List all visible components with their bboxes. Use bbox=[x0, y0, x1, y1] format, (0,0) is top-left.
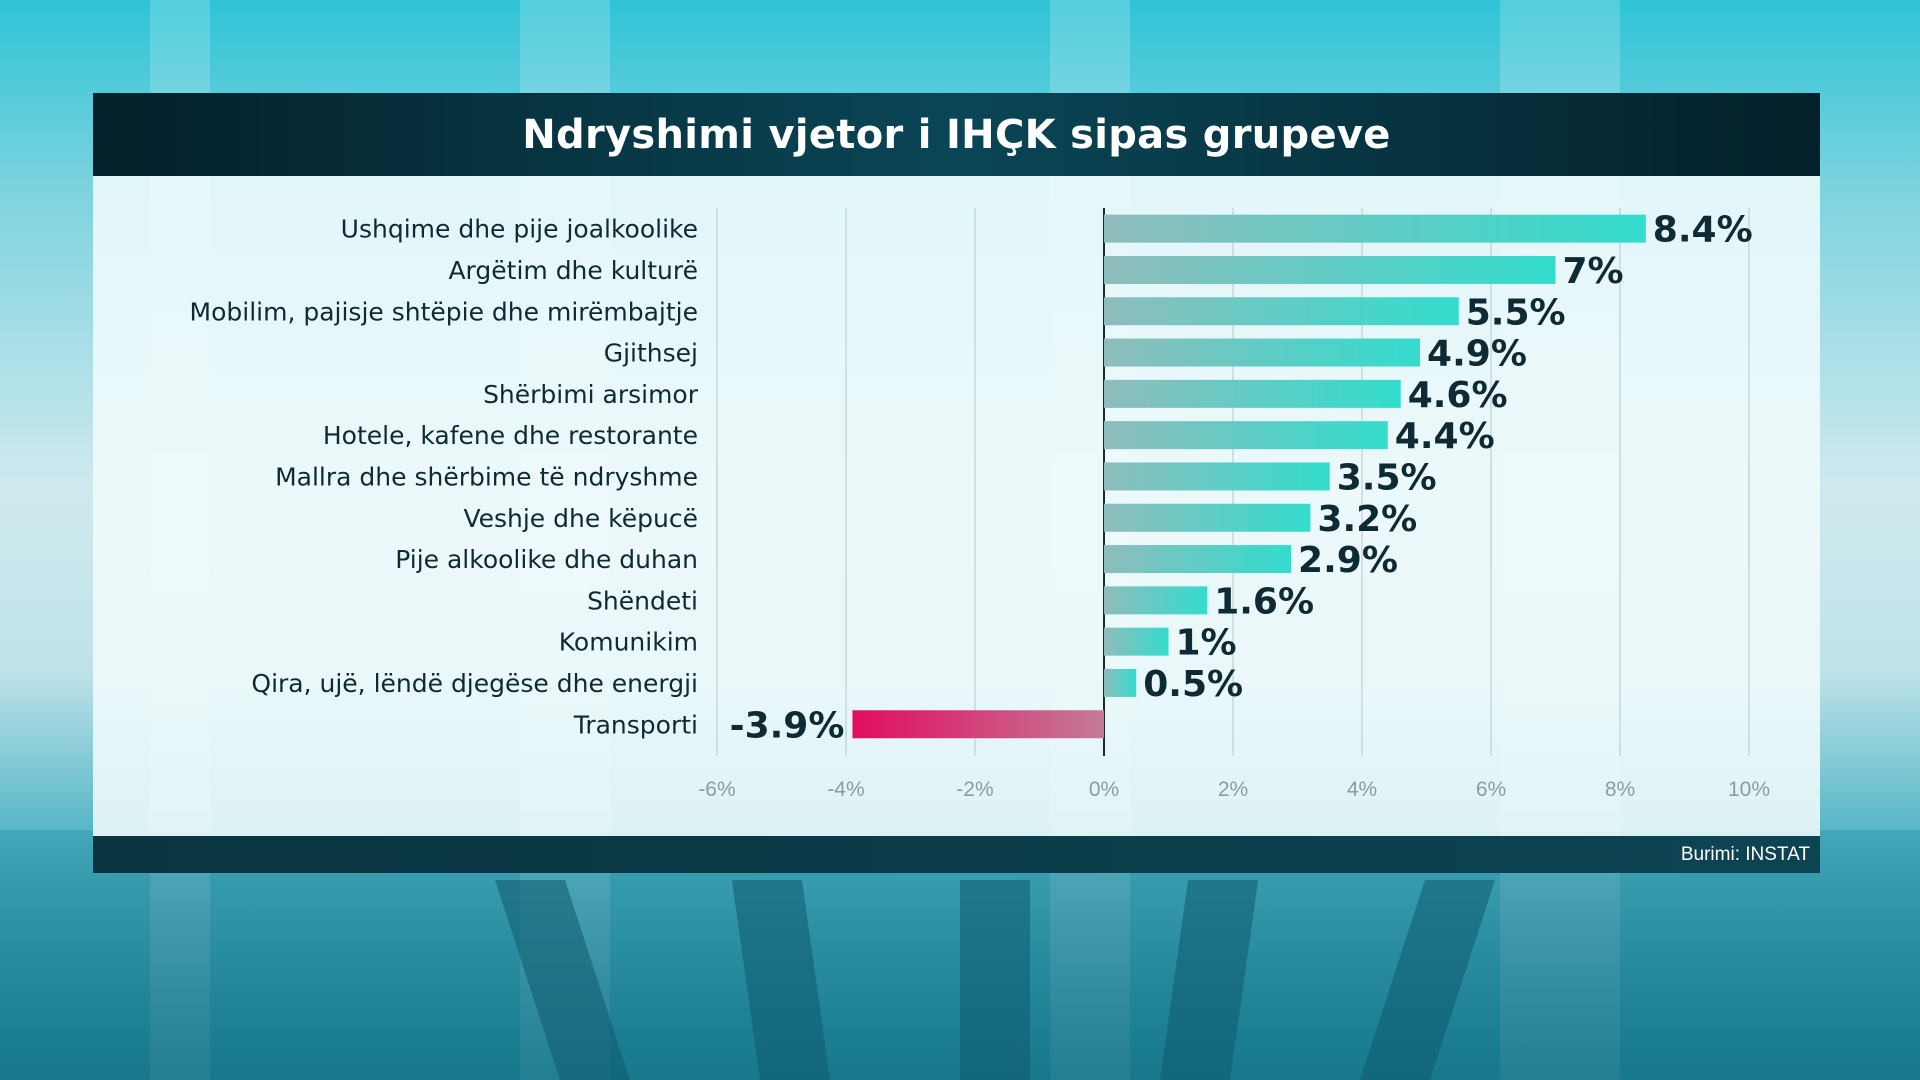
value-label: 4.9% bbox=[1427, 334, 1527, 375]
value-label: 2.9% bbox=[1298, 540, 1398, 581]
bar bbox=[852, 710, 1104, 739]
bars bbox=[852, 214, 1646, 739]
category-label: Gjithsej bbox=[604, 339, 698, 368]
category-label: Pije alkoolike dhe duhan bbox=[395, 545, 698, 574]
category-label: Mobilim, pajisje shtëpie dhe mirëmbajtje bbox=[190, 297, 698, 326]
bar bbox=[1104, 586, 1208, 615]
value-label: 8.4% bbox=[1653, 210, 1753, 251]
chart-title: Ndryshimi vjetor i IHÇK sipas grupeve bbox=[522, 111, 1391, 158]
category-label: Qira, ujë, lëndë djegëse dhe energji bbox=[251, 669, 698, 698]
bar bbox=[1104, 421, 1388, 450]
category-label: Hotele, kafene dhe restorante bbox=[323, 421, 698, 450]
value-label: 1% bbox=[1176, 623, 1237, 664]
category-label: Veshje dhe këpucë bbox=[463, 504, 698, 533]
bar bbox=[1104, 462, 1330, 491]
source-label: Burimi: INSTAT bbox=[1680, 844, 1810, 865]
value-label: 5.5% bbox=[1466, 292, 1566, 333]
bar bbox=[1104, 627, 1169, 656]
bar bbox=[1104, 545, 1292, 574]
background-plank bbox=[960, 880, 1030, 1080]
value-label: 7% bbox=[1563, 251, 1624, 292]
category-label: Transporti bbox=[573, 710, 698, 739]
x-tick-label: 10% bbox=[1728, 778, 1770, 801]
value-label: 4.6% bbox=[1408, 375, 1508, 416]
category-label: Shërbimi arsimor bbox=[483, 380, 699, 409]
x-tick-label: 4% bbox=[1347, 778, 1377, 801]
title-bar: Ndryshimi vjetor i IHÇK sipas grupeve bbox=[93, 93, 1820, 176]
bar bbox=[1104, 297, 1459, 326]
bar bbox=[1104, 338, 1421, 367]
plot-area: -6% -4% -2% 0% 2% 4% 6% 8% 10% Ushqime dhe pije j… bbox=[93, 176, 1820, 836]
value-label: -3.9% bbox=[730, 705, 845, 746]
labels: -6% -4% -2% 0% 2% 4% 6% 8% 10% Ushqime dhe pije j… bbox=[190, 210, 1770, 801]
chart-panel: Ndryshimi vjetor i IHÇK sipas grupeve -6… bbox=[93, 93, 1820, 873]
category-label: Komunikim bbox=[559, 628, 698, 657]
category-label: Shëndeti bbox=[587, 586, 698, 615]
bar-chart: -6% -4% -2% 0% 2% 4% 6% 8% 10% Ushqime dhe pije j… bbox=[190, 208, 1770, 801]
bar bbox=[1104, 503, 1311, 532]
x-tick-label: -4% bbox=[827, 778, 864, 801]
x-tick-label: 2% bbox=[1218, 778, 1248, 801]
value-label: 4.4% bbox=[1395, 416, 1495, 457]
category-label: Argëtim dhe kulturë bbox=[448, 256, 698, 285]
value-label: 3.2% bbox=[1317, 499, 1417, 540]
value-label: 3.5% bbox=[1337, 457, 1437, 498]
bar bbox=[1104, 668, 1137, 697]
category-label: Ushqime dhe pije joalkoolike bbox=[341, 215, 698, 244]
x-tick-label: -6% bbox=[698, 778, 735, 801]
x-tick-label: 6% bbox=[1476, 778, 1506, 801]
footer-bar: Burimi: INSTAT bbox=[93, 836, 1820, 873]
bar bbox=[1104, 379, 1401, 408]
bar bbox=[1104, 255, 1556, 284]
x-tick-label: 0% bbox=[1089, 778, 1119, 801]
bar bbox=[1104, 214, 1646, 243]
value-label: 1.6% bbox=[1214, 581, 1314, 622]
x-tick-label: -2% bbox=[956, 778, 993, 801]
x-tick-label: 8% bbox=[1605, 778, 1635, 801]
category-label: Mallra dhe shërbime të ndryshme bbox=[275, 462, 698, 491]
value-label: 0.5% bbox=[1143, 664, 1243, 705]
